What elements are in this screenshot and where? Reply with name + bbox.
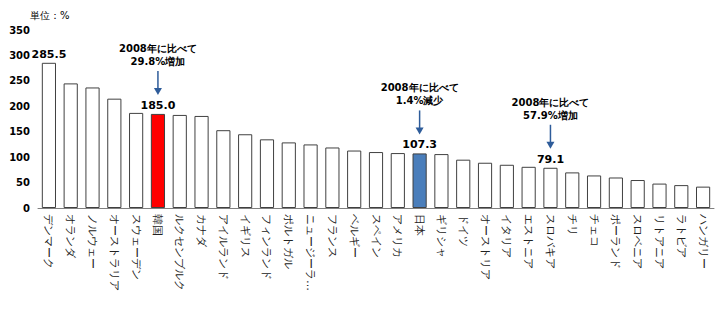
svg-text:カナダ: カナダ <box>195 214 208 248</box>
svg-text:ドイツ: ドイツ <box>457 214 470 247</box>
svg-text:250: 250 <box>9 75 30 86</box>
svg-text:ノルウェー: ノルウェー <box>86 214 99 269</box>
svg-text:200: 200 <box>9 101 30 112</box>
svg-text:デンマーク: デンマーク <box>42 214 55 269</box>
svg-text:107.3: 107.3 <box>402 138 437 151</box>
svg-text:1.4%減少: 1.4%減少 <box>396 95 445 106</box>
svg-text:ポルトガル: ポルトガル <box>282 214 295 269</box>
svg-text:スウェーデン: スウェーデン <box>130 214 143 280</box>
svg-text:ポーランド: ポーランド <box>609 214 622 269</box>
svg-text:スロベニア: スロベニア <box>631 214 644 269</box>
svg-text:ギリシャ: ギリシャ <box>435 214 448 258</box>
svg-text:350: 350 <box>9 25 30 36</box>
svg-text:50: 50 <box>16 177 30 188</box>
svg-text:ルクセンブルク: ルクセンブルク <box>173 214 186 291</box>
svg-text:オランダ: オランダ <box>64 214 77 259</box>
svg-text:2008年に比べて: 2008年に比べて <box>119 43 197 54</box>
svg-text:単位：%: 単位：% <box>30 10 70 21</box>
svg-text:2008年に比べて: 2008年に比べて <box>381 82 459 93</box>
svg-text:ニュージーラ…: ニュージーラ… <box>304 214 317 291</box>
svg-text:スペイン: スペイン <box>370 214 383 258</box>
svg-text:フィンランド: フィンランド <box>260 214 273 280</box>
svg-text:185.0: 185.0 <box>141 99 176 112</box>
svg-text:79.1: 79.1 <box>537 153 564 166</box>
svg-text:チェコ: チェコ <box>588 214 601 247</box>
svg-text:アイルランド: アイルランド <box>217 214 230 280</box>
svg-text:150: 150 <box>9 126 30 137</box>
svg-text:チリ: チリ <box>566 214 579 236</box>
svg-text:リトアニア: リトアニア <box>653 214 666 269</box>
svg-text:2008年に比べて: 2008年に比べて <box>512 97 590 108</box>
svg-text:エストニア: エストニア <box>522 214 535 269</box>
svg-text:韓国: 韓国 <box>151 214 164 236</box>
svg-text:オーストリア: オーストリア <box>479 214 492 280</box>
svg-text:29.8%増加: 29.8%増加 <box>131 56 186 67</box>
svg-text:0: 0 <box>23 203 30 214</box>
svg-text:ハンガリー: ハンガリー <box>697 213 710 269</box>
svg-text:スロバキア: スロバキア <box>544 214 557 269</box>
svg-text:イギリス: イギリス <box>239 214 252 258</box>
svg-text:フランス: フランス <box>326 214 339 258</box>
svg-text:57.9%増加: 57.9%増加 <box>523 110 578 121</box>
svg-text:オーストラリア: オーストラリア <box>108 214 121 291</box>
svg-text:285.5: 285.5 <box>32 48 67 61</box>
svg-text:アメリカ: アメリカ <box>391 214 404 258</box>
svg-text:日本: 日本 <box>413 214 426 236</box>
svg-text:ベルギー: ベルギー <box>348 214 361 258</box>
svg-text:イタリア: イタリア <box>500 214 513 258</box>
svg-text:ラトビア: ラトビア <box>675 214 688 258</box>
svg-text:100: 100 <box>9 152 30 163</box>
svg-text:300: 300 <box>9 50 30 61</box>
